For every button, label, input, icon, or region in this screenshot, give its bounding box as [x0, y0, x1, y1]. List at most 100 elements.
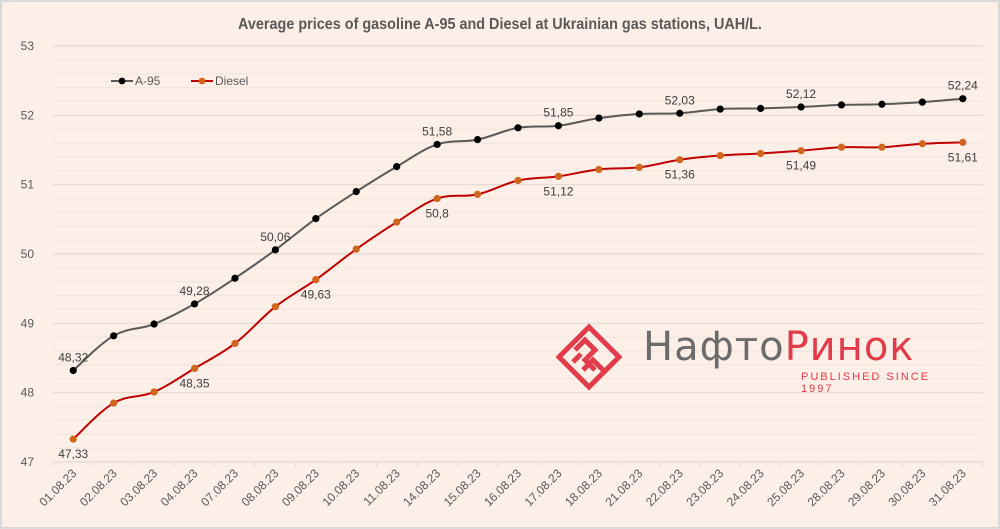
data-point-a-95	[959, 95, 967, 103]
y-axis-ticks: 47 48 49 50 51 52 53	[21, 39, 35, 469]
data-point-a-95	[554, 122, 563, 130]
x-tick-label: 11.08.23	[361, 466, 404, 509]
y-tick-label: 47	[21, 455, 35, 469]
data-label-a-95: 51,85	[543, 106, 573, 120]
y-tick-label: 49	[21, 316, 35, 330]
chart-title: Average prices of gasoline A-95 and Dies…	[238, 16, 762, 33]
data-point-diesel	[271, 303, 279, 311]
x-tick-label: 15.08.23	[441, 466, 484, 509]
data-point-diesel	[150, 388, 158, 396]
y-tick-label: 51	[21, 178, 35, 192]
x-tick-label: 09.08.23	[279, 466, 322, 509]
x-tick-label: 31.08.23	[926, 466, 969, 509]
logo-name-part1: Нафто	[643, 324, 785, 370]
x-tick-label: 21.08.23	[602, 466, 645, 509]
x-tick-label: 14.08.23	[400, 466, 443, 509]
data-point-a-95	[312, 215, 320, 223]
legend-marker-a-95	[118, 77, 126, 85]
data-point-a-95	[352, 188, 360, 196]
data-point-diesel	[433, 194, 441, 203]
series-group	[69, 95, 967, 443]
data-label-a-95: 52,24	[948, 79, 978, 93]
data-point-diesel	[312, 276, 320, 284]
data-point-diesel	[757, 149, 765, 158]
y-tick-label: 52	[21, 108, 35, 122]
x-tick-label: 08.08.23	[239, 466, 282, 509]
logo-mark-icon	[555, 323, 623, 391]
data-label-diesel: 51,12	[543, 184, 573, 198]
data-label-a-95: 50,06	[260, 230, 290, 244]
data-point-a-95	[514, 124, 522, 132]
y-tick-label: 53	[21, 39, 35, 53]
x-tick-label: 28.08.23	[805, 466, 848, 509]
data-labels: 48,32 49,28 50,06 51,58 51,85 52,03 52,12 52,24…	[58, 79, 978, 461]
x-tick-label: 10.08.23	[319, 466, 362, 509]
data-point-diesel	[69, 435, 77, 443]
data-point-a-95	[433, 140, 441, 149]
data-point-a-95	[676, 109, 684, 117]
legend-label-diesel: Diesel	[215, 74, 248, 88]
data-point-diesel	[190, 364, 199, 372]
data-label-a-95: 49,28	[180, 284, 210, 298]
data-label-diesel: 47,33	[58, 447, 88, 461]
data-point-diesel	[837, 143, 846, 151]
x-tick-label: 16.08.23	[481, 466, 524, 509]
y-tick-label: 48	[21, 386, 35, 400]
data-point-diesel	[231, 339, 239, 348]
legend: A-95 Diesel	[111, 74, 248, 88]
data-point-diesel	[635, 163, 643, 171]
naftorynok-logo: НафтоРинок PUBLISHED SINCE 1997	[553, 322, 953, 395]
legend-marker-diesel	[198, 77, 206, 85]
x-tick-label: 25.08.23	[764, 466, 807, 509]
x-tick-label: 29.08.23	[845, 466, 888, 509]
x-tick-label: 07.08.23	[198, 466, 241, 509]
data-point-a-95	[595, 114, 603, 122]
data-label-a-95: 52,03	[665, 93, 695, 107]
y-tick-label: 50	[21, 247, 35, 261]
data-point-a-95	[473, 136, 482, 144]
data-point-a-95	[878, 100, 886, 108]
x-tick-label: 04.08.23	[158, 466, 201, 509]
legend-label-a-95: A-95	[135, 74, 161, 88]
logo-wordmark: НафтоРинок	[643, 324, 914, 370]
data-label-diesel: 51,49	[786, 159, 816, 173]
data-point-a-95	[635, 110, 643, 118]
x-tick-label: 23.08.23	[683, 466, 726, 509]
data-point-diesel	[110, 399, 118, 407]
logo-tagline: PUBLISHED SINCE 1997	[801, 371, 931, 395]
data-point-a-95	[918, 98, 926, 106]
logo-name-part2: Ринок	[784, 324, 915, 370]
data-label-diesel: 49,63	[301, 288, 331, 302]
data-point-a-95	[231, 274, 239, 282]
data-point-a-95	[716, 105, 724, 113]
data-label-a-95: 52,12	[786, 87, 816, 101]
data-point-a-95	[271, 246, 279, 254]
data-point-diesel	[595, 165, 603, 174]
data-point-diesel	[352, 245, 360, 253]
data-point-a-95	[393, 163, 401, 171]
x-tick-label: 17.08.23	[522, 466, 565, 509]
data-label-diesel: 51,61	[948, 150, 978, 164]
data-point-a-95	[797, 103, 805, 111]
x-tick-label: 01.08.23	[36, 466, 79, 509]
data-point-diesel	[473, 190, 482, 198]
data-label-diesel: 50,8	[425, 207, 449, 221]
data-point-diesel	[716, 151, 724, 160]
data-point-diesel	[797, 147, 805, 155]
data-label-a-95: 48,32	[58, 350, 88, 364]
data-point-a-95	[190, 300, 199, 308]
x-axis-ticks: 01.08.2302.08.2303.08.2304.08.2307.08.23…	[36, 462, 984, 509]
data-label-a-95: 51,58	[422, 124, 452, 138]
data-label-diesel: 48,35	[180, 376, 210, 390]
data-point-diesel	[514, 176, 522, 185]
gridlines	[53, 45, 983, 463]
data-point-diesel	[676, 156, 684, 164]
x-tick-label: 03.08.23	[117, 466, 160, 509]
data-point-a-95	[150, 320, 158, 328]
data-point-diesel	[918, 140, 926, 148]
x-tick-label: 02.08.23	[77, 466, 120, 509]
data-point-diesel	[554, 172, 563, 180]
x-tick-label: 18.08.23	[562, 466, 605, 509]
